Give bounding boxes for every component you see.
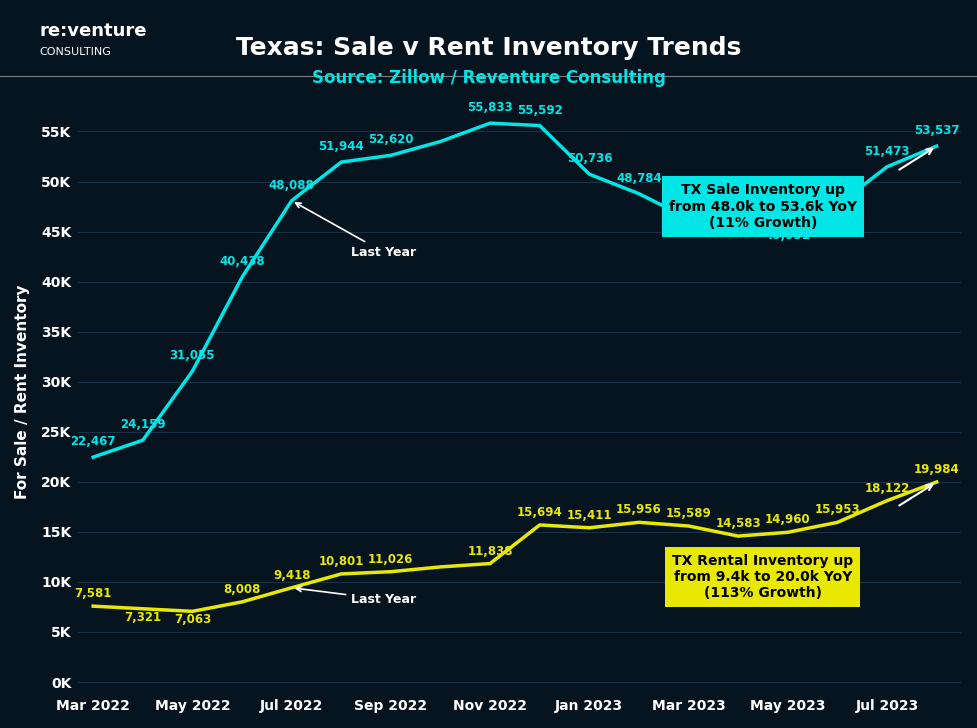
Text: 48,088: 48,088 (269, 178, 315, 191)
Text: 45,951: 45,951 (764, 229, 810, 242)
Text: 24,159: 24,159 (120, 418, 165, 431)
Text: 53,537: 53,537 (913, 124, 958, 137)
Text: TX Sale Inventory up
from 48.0k to 53.6k YoY
(11% Growth): TX Sale Inventory up from 48.0k to 53.6k… (668, 183, 856, 230)
Y-axis label: For Sale / Rent Inventory: For Sale / Rent Inventory (15, 285, 30, 499)
Text: 14,960: 14,960 (764, 513, 810, 526)
Text: 46,302: 46,302 (665, 197, 710, 210)
Text: 19,984: 19,984 (913, 463, 958, 476)
Text: 47,628: 47,628 (814, 183, 860, 197)
Text: 15,411: 15,411 (566, 509, 612, 522)
Text: Last Year: Last Year (295, 203, 416, 258)
Text: 8,008: 8,008 (223, 583, 261, 596)
Text: 11,838: 11,838 (467, 545, 512, 558)
Text: 51,473: 51,473 (864, 145, 909, 158)
Text: 15,953: 15,953 (814, 503, 860, 516)
Text: 7,581: 7,581 (74, 587, 111, 600)
Text: Last Year: Last Year (296, 587, 416, 606)
Text: 15,694: 15,694 (516, 506, 562, 519)
Text: 51,944: 51,944 (319, 140, 363, 153)
Text: 52,620: 52,620 (367, 133, 413, 146)
Text: 7,063: 7,063 (174, 614, 211, 626)
Text: 15,956: 15,956 (616, 503, 661, 516)
Text: 55,592: 55,592 (516, 103, 562, 116)
Text: Texas: Sale v Rent Inventory Trends: Texas: Sale v Rent Inventory Trends (236, 36, 741, 60)
Text: 50,736: 50,736 (566, 152, 612, 165)
Text: 14,583: 14,583 (714, 517, 760, 530)
Text: 55,833: 55,833 (467, 101, 512, 114)
Text: 10,801: 10,801 (319, 555, 363, 568)
Text: 40,438: 40,438 (219, 256, 265, 268)
Text: 11,026: 11,026 (367, 553, 413, 566)
Text: re:venture: re:venture (39, 22, 147, 40)
Text: 31,055: 31,055 (169, 349, 215, 362)
Text: 22,467: 22,467 (70, 435, 116, 448)
Text: 7,321: 7,321 (124, 611, 161, 624)
Text: 9,418: 9,418 (273, 569, 310, 582)
Text: 18,122: 18,122 (864, 482, 909, 494)
Text: TX Rental Inventory up
from 9.4k to 20.0k YoY
(113% Growth): TX Rental Inventory up from 9.4k to 20.0… (672, 554, 853, 600)
Text: CONSULTING: CONSULTING (39, 47, 110, 58)
Text: 48,784: 48,784 (616, 172, 661, 185)
Text: 46,218: 46,218 (714, 197, 760, 210)
Text: Source: Zillow / Reventure Consulting: Source: Zillow / Reventure Consulting (312, 69, 665, 87)
Text: 15,589: 15,589 (665, 507, 710, 520)
